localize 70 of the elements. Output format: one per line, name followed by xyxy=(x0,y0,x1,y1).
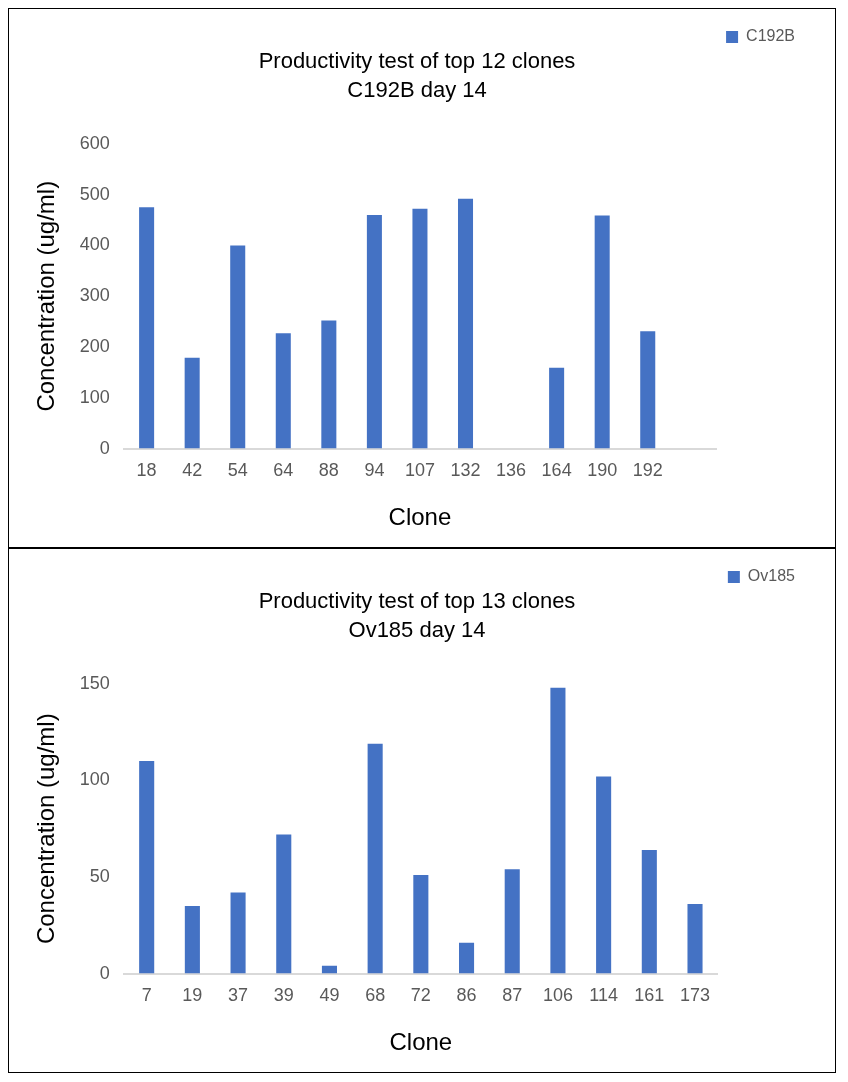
y-tick-label: 300 xyxy=(79,285,110,306)
bar xyxy=(184,905,200,974)
bar xyxy=(230,892,246,974)
y-tick-label: 600 xyxy=(79,132,110,153)
bar xyxy=(594,215,610,449)
bar xyxy=(549,367,565,449)
bar xyxy=(550,687,566,974)
x-tick-label: 54 xyxy=(227,460,248,481)
x-tick-label: 72 xyxy=(410,985,431,1006)
bar xyxy=(184,357,200,449)
x-tick-label: 161 xyxy=(634,985,665,1006)
y-tick-label: 50 xyxy=(89,865,110,886)
x-tick-label: 68 xyxy=(365,985,386,1006)
y-tick-label: 100 xyxy=(79,769,110,790)
bar xyxy=(321,320,337,449)
x-tick-label: 106 xyxy=(542,985,573,1006)
y-tick-label: 200 xyxy=(79,335,110,356)
y-tick-label: 500 xyxy=(79,183,110,204)
bar xyxy=(458,198,474,449)
bar xyxy=(367,743,383,974)
x-tick-label: 86 xyxy=(456,985,477,1006)
chart-title: Productivity test of top 13 clones xyxy=(258,588,576,614)
x-tick-label: 49 xyxy=(319,985,340,1006)
x-tick-label: 107 xyxy=(404,460,435,481)
legend-label: Ov185 xyxy=(747,567,796,585)
x-tick-label: 39 xyxy=(273,985,294,1006)
x-tick-label: 37 xyxy=(228,985,249,1006)
x-tick-label: 88 xyxy=(318,460,339,481)
chart-title: Productivity test of top 12 clones xyxy=(258,48,576,74)
x-tick-label: 114 xyxy=(589,985,618,1006)
legend-label: C192B xyxy=(746,27,795,45)
x-axis-title: Clone xyxy=(389,1028,453,1056)
bar xyxy=(366,214,382,449)
bar xyxy=(459,942,475,974)
x-tick-label: 136 xyxy=(496,460,527,481)
bar xyxy=(504,869,520,974)
bar xyxy=(413,875,429,974)
x-tick-label: 164 xyxy=(541,460,572,481)
x-tick-label: 64 xyxy=(273,460,294,481)
x-tick-label: 19 xyxy=(182,985,203,1006)
x-tick-label: 192 xyxy=(632,460,663,481)
y-tick-label: 150 xyxy=(79,672,110,693)
bar xyxy=(596,776,612,974)
x-tick-label: 190 xyxy=(587,460,618,481)
chart-subtitle: C192B day 14 xyxy=(347,76,487,102)
bar xyxy=(276,834,292,974)
bar xyxy=(641,849,657,974)
y-axis-title: Concentration (ug/ml) xyxy=(32,180,60,412)
x-tick-label: 7 xyxy=(141,985,152,1006)
chart-subtitle: Ov185 day 14 xyxy=(348,616,486,642)
y-tick-label: 0 xyxy=(99,962,110,983)
x-axis-title: Clone xyxy=(388,503,452,531)
bar xyxy=(139,761,155,974)
x-tick-label: 94 xyxy=(364,460,385,481)
y-axis-title: Concentration (ug/ml) xyxy=(32,713,60,945)
x-tick-label: 87 xyxy=(502,985,523,1006)
bar xyxy=(275,333,291,449)
x-tick-label: 18 xyxy=(136,460,157,481)
y-tick-label: 100 xyxy=(79,386,110,407)
x-tick-label: 132 xyxy=(450,460,481,481)
bar xyxy=(321,965,337,974)
bar xyxy=(640,331,656,449)
bar xyxy=(412,208,428,449)
y-tick-label: 0 xyxy=(99,437,110,458)
bar xyxy=(687,904,703,974)
bar xyxy=(139,207,155,449)
x-tick-label: 173 xyxy=(679,985,711,1006)
y-tick-label: 400 xyxy=(79,234,110,255)
bar xyxy=(230,245,246,449)
x-tick-label: 42 xyxy=(182,460,203,481)
